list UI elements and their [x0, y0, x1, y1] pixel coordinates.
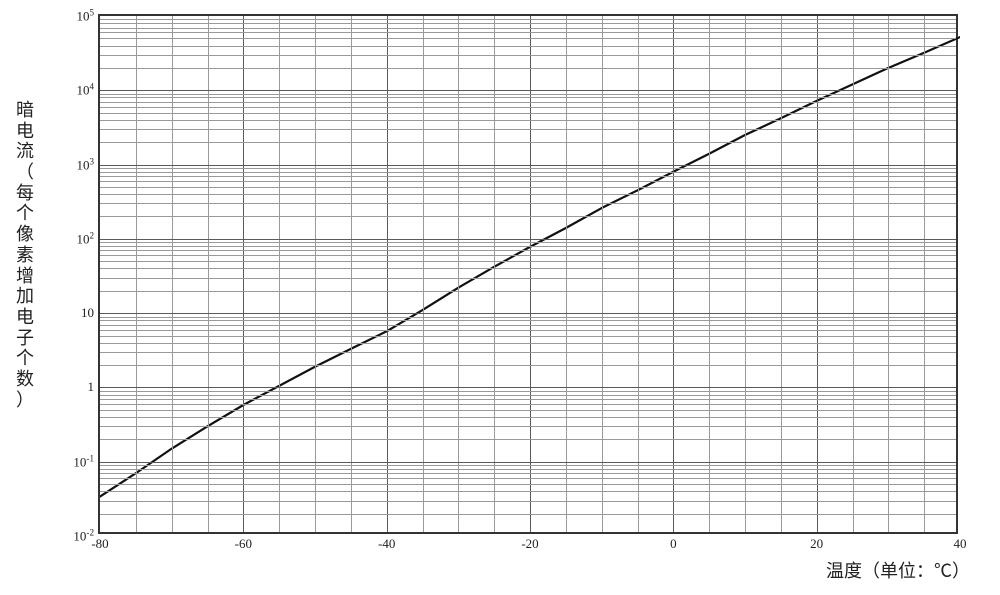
grid-minor-h [100, 129, 956, 130]
grid-major-h [100, 313, 956, 314]
grid-minor-h [100, 395, 956, 396]
grid-minor-h [100, 478, 956, 479]
grid-minor-h [100, 181, 956, 182]
grid-major-h [100, 165, 956, 166]
grid-minor-h [100, 68, 956, 69]
y-tick-label: 102 [76, 230, 94, 247]
y-tick-label: 10-1 [73, 453, 94, 470]
grid-minor-h [100, 391, 956, 392]
grid-minor-h [100, 317, 956, 318]
plot-area: -80-60-40-200204010-210-1110102103104105 [98, 14, 958, 534]
y-tick-label: 103 [76, 156, 94, 173]
grid-minor-h [100, 46, 956, 47]
grid-minor-h [100, 176, 956, 177]
grid-minor-h [100, 216, 956, 217]
grid-minor-h [100, 255, 956, 256]
grid-minor-h [100, 246, 956, 247]
grid-minor-h [100, 439, 956, 440]
grid-minor-h [100, 336, 956, 337]
grid-minor-h [100, 242, 956, 243]
grid-minor-h [100, 330, 956, 331]
grid-minor-h [100, 465, 956, 466]
grid-minor-h [100, 404, 956, 405]
grid-minor-h [100, 291, 956, 292]
grid-minor-h [100, 19, 956, 20]
grid-minor-h [100, 113, 956, 114]
grid-minor-h [100, 107, 956, 108]
grid-minor-h [100, 320, 956, 321]
x-tick-label: 0 [670, 536, 677, 552]
grid-minor-h [100, 278, 956, 279]
grid-minor-h [100, 491, 956, 492]
grid-minor-h [100, 28, 956, 29]
y-tick-label: 10-2 [73, 527, 94, 544]
x-tick-label: -20 [521, 536, 538, 552]
grid-minor-h [100, 343, 956, 344]
x-axis-label: 温度（单位：℃） [826, 557, 970, 583]
x-tick-label: 40 [954, 536, 967, 552]
grid-minor-h [100, 501, 956, 502]
grid-minor-h [100, 250, 956, 251]
y-tick-label: 104 [76, 82, 94, 99]
grid-minor-h [100, 203, 956, 204]
grid-minor-h [100, 417, 956, 418]
grid-minor-h [100, 172, 956, 173]
grid-minor-h [100, 120, 956, 121]
grid-minor-h [100, 55, 956, 56]
y-tick-label: 105 [76, 7, 94, 24]
grid-minor-h [100, 97, 956, 98]
grid-minor-h [100, 268, 956, 269]
grid-major-h [100, 462, 956, 463]
grid-minor-h [100, 102, 956, 103]
grid-minor-h [100, 142, 956, 143]
grid-minor-h [100, 23, 956, 24]
grid-minor-h [100, 399, 956, 400]
grid-minor-h [100, 473, 956, 474]
grid-minor-h [100, 352, 956, 353]
y-tick-label: 10 [81, 305, 94, 321]
grid-major-h [100, 90, 956, 91]
grid-minor-h [100, 410, 956, 411]
x-tick-label: -60 [235, 536, 252, 552]
y-axis-label: 暗电流（每个像素增加电子个数） [16, 100, 34, 410]
grid-minor-h [100, 484, 956, 485]
grid-minor-h [100, 325, 956, 326]
grid-minor-h [100, 38, 956, 39]
grid-major-h [100, 387, 956, 388]
grid-minor-h [100, 168, 956, 169]
grid-minor-h [100, 187, 956, 188]
grid-major-h [100, 239, 956, 240]
grid-minor-h [100, 426, 956, 427]
grid-minor-h [100, 469, 956, 470]
grid-minor-h [100, 261, 956, 262]
y-tick-label: 1 [88, 379, 95, 395]
grid-minor-h [100, 514, 956, 515]
page-root: -80-60-40-200204010-210-1110102103104105… [0, 0, 1000, 595]
grid-minor-h [100, 194, 956, 195]
grid-minor-h [100, 32, 956, 33]
grid-minor-h [100, 94, 956, 95]
x-tick-label: -40 [378, 536, 395, 552]
grid-minor-h [100, 365, 956, 366]
x-tick-label: 20 [810, 536, 823, 552]
